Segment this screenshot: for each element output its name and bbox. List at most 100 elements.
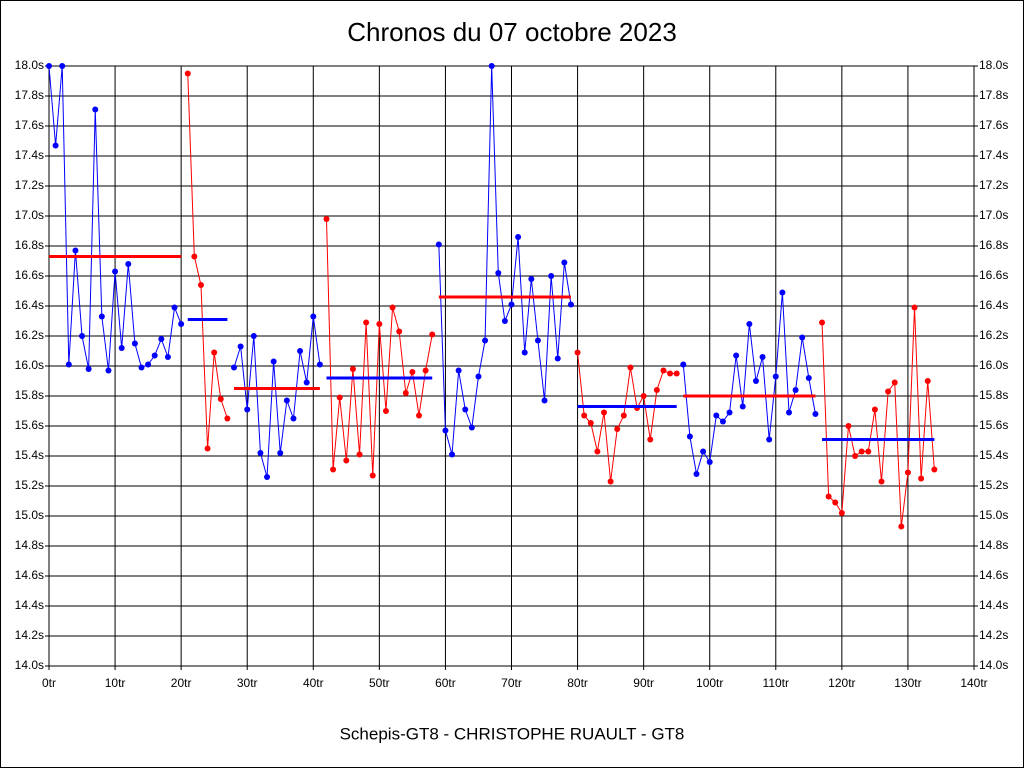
y2-tick-label: 15.8s	[979, 388, 1008, 402]
lap-point	[125, 261, 132, 267]
lap-point	[475, 373, 482, 380]
lap-point	[845, 423, 852, 429]
lap-point	[548, 273, 555, 279]
lap-point	[118, 345, 125, 351]
y2-tick-label: 18.0s	[979, 58, 1008, 72]
lap-point	[726, 409, 733, 416]
y-tick-label: 14.8s	[15, 538, 44, 552]
lap-point	[250, 333, 257, 339]
lap-point	[911, 304, 918, 311]
x-tick-label: 60tr	[435, 676, 456, 690]
y2-tick-label: 14.8s	[979, 538, 1008, 552]
lap-point	[838, 510, 845, 516]
lap-point	[468, 424, 475, 431]
x-tick-label: 120tr	[828, 676, 855, 690]
lap-point	[65, 361, 72, 368]
lap-line	[233, 316, 321, 478]
y-tick-label: 14.4s	[15, 598, 44, 612]
lap-point	[719, 418, 726, 425]
lap-point	[852, 453, 859, 459]
y-tick-label: 15.0s	[15, 508, 44, 522]
lap-point	[865, 448, 872, 455]
y2-tick-label: 14.6s	[979, 568, 1008, 582]
lap-point	[462, 406, 469, 413]
lap-point	[151, 352, 158, 359]
lap-point	[330, 466, 337, 473]
lap-point	[508, 301, 515, 308]
lap-point	[733, 352, 740, 359]
lap-point	[442, 427, 449, 434]
lap-point	[515, 234, 522, 240]
y-tick-label: 14.0s	[15, 658, 44, 672]
lap-point	[561, 259, 568, 266]
lap-point	[270, 358, 277, 365]
lap-point	[363, 319, 370, 326]
lap-point	[904, 469, 911, 476]
lap-point	[746, 321, 753, 327]
lap-point	[792, 387, 799, 393]
lap-point	[429, 331, 436, 338]
y2-tick-label: 16.2s	[979, 328, 1008, 342]
lap-point	[343, 457, 350, 464]
y2-tick-label: 15.4s	[979, 448, 1008, 462]
lap-point	[607, 478, 614, 485]
lap-point	[766, 436, 773, 443]
lap-point	[164, 354, 171, 360]
y-tick-label: 14.6s	[15, 568, 44, 582]
lap-point	[581, 412, 588, 419]
y-tick-label: 15.6s	[15, 418, 44, 432]
x-axis-label: Schepis-GT8 - CHRISTOPHE RUAULT - GT8	[340, 724, 685, 743]
lap-point	[316, 361, 323, 368]
lap-point	[878, 478, 885, 485]
y2-tick-label: 16.6s	[979, 268, 1008, 282]
lap-point	[389, 304, 396, 311]
lap-point	[455, 367, 462, 374]
lap-point	[237, 343, 244, 350]
lap-point	[482, 337, 489, 344]
lap-point	[614, 426, 621, 432]
lap-point	[184, 70, 191, 77]
lap-point	[158, 336, 165, 342]
lap-point	[257, 450, 264, 456]
y2-tick-label: 16.8s	[979, 238, 1008, 252]
x-tick-label: 70tr	[501, 676, 522, 690]
y2-tick-label: 17.4s	[979, 148, 1008, 162]
x-tick-label: 30tr	[237, 676, 258, 690]
lap-point	[217, 396, 224, 402]
lap-point	[131, 340, 138, 347]
lap-point	[653, 387, 660, 393]
y2-tick-label: 16.0s	[979, 358, 1008, 372]
lap-point	[59, 63, 66, 69]
lap-point	[686, 433, 693, 440]
x-tick-label: 80tr	[567, 676, 588, 690]
lap-point	[402, 390, 409, 396]
y2-tick-label: 17.0s	[979, 208, 1008, 222]
lap-point	[680, 361, 687, 368]
lap-point	[528, 276, 535, 282]
x-tick-label: 130tr	[894, 676, 921, 690]
lap-point	[858, 448, 865, 455]
x-tick-label: 40tr	[303, 676, 324, 690]
lap-point	[422, 367, 429, 374]
lap-point	[786, 409, 792, 416]
lap-point	[224, 415, 231, 422]
y-tick-label: 16.4s	[15, 298, 44, 312]
x-tick-label: 20tr	[171, 676, 192, 690]
lap-point	[310, 313, 317, 320]
lap-point	[574, 349, 581, 356]
x-tick-label: 90tr	[633, 676, 654, 690]
lap-point	[805, 375, 812, 381]
lap-point	[171, 304, 178, 311]
lap-line	[577, 352, 677, 482]
lap-point	[521, 349, 528, 356]
lap-point	[112, 268, 119, 275]
lap-point	[541, 397, 548, 404]
y-tick-label: 16.8s	[15, 238, 44, 252]
lap-point	[409, 369, 416, 375]
lap-point	[567, 301, 574, 308]
lap-point	[931, 466, 938, 473]
lap-point	[660, 367, 667, 374]
y2-tick-label: 16.4s	[979, 298, 1008, 312]
lap-point	[799, 334, 806, 341]
